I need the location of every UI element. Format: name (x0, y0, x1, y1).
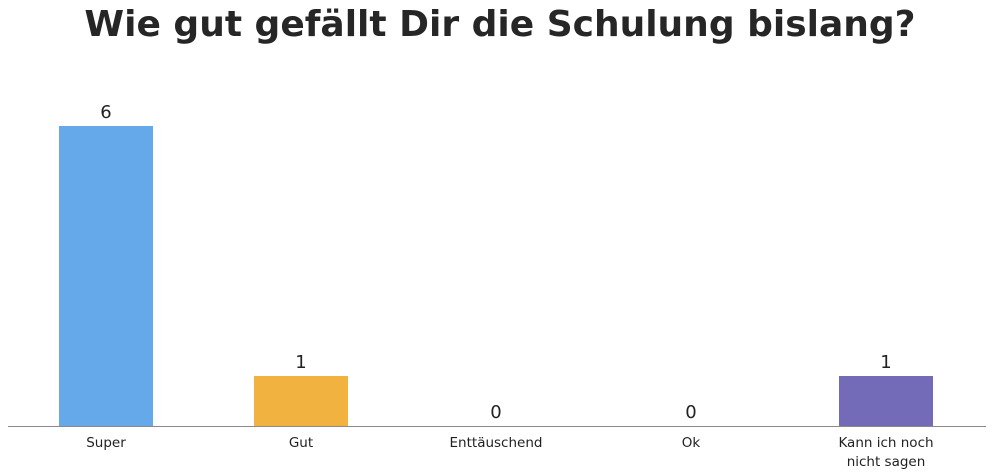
category-label-line: Gut (289, 435, 313, 451)
category-label: Super (86, 435, 126, 451)
bar-super (59, 126, 153, 426)
bar-gut (254, 376, 348, 426)
category-label: Enttäuschend (450, 435, 543, 451)
value-label: 6 (100, 102, 111, 123)
value-labels-group: 6 1 0 0 1 (100, 102, 891, 423)
value-label: 0 (490, 402, 501, 423)
category-label-line: nicht sagen (847, 454, 926, 470)
chart-title: Wie gut gefällt Dir die Schulung bislang… (84, 4, 916, 45)
value-label: 0 (685, 402, 696, 423)
category-label-line: Kann ich noch (838, 435, 933, 451)
category-label-line: Ok (682, 435, 701, 451)
category-label: Kann ich noch nicht sagen (838, 435, 933, 470)
category-label: Ok (682, 435, 701, 451)
value-label: 1 (295, 352, 306, 373)
value-label: 1 (880, 352, 891, 373)
category-labels-group: Super Gut Enttäuschend Ok Kann ich noch nicht… (86, 435, 933, 470)
category-label-line: Super (86, 435, 126, 451)
category-label-line: Enttäuschend (450, 435, 543, 451)
bar-kann-ich-noch-nicht-sagen (839, 376, 933, 426)
category-label: Gut (289, 435, 313, 451)
bars-group (59, 126, 933, 426)
